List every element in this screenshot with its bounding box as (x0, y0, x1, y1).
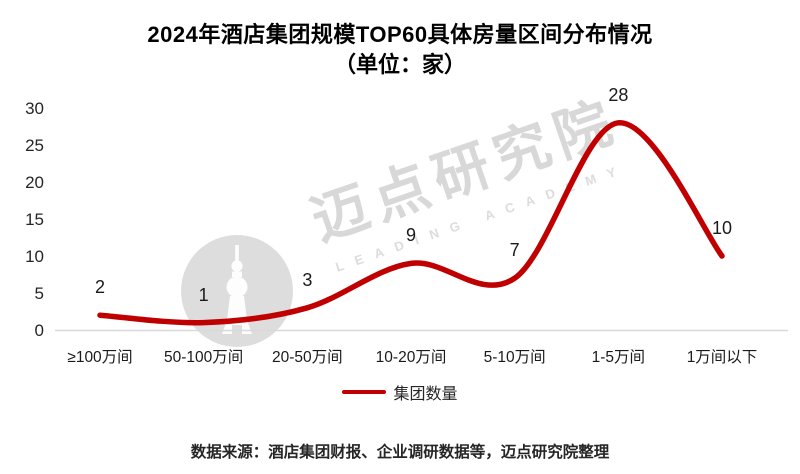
y-tick-label: 15 (25, 209, 44, 229)
data-label: 9 (405, 225, 416, 246)
series-line (97, 120, 725, 326)
chart-title: 2024年酒店集团规模TOP60具体房量区间分布情况 (147, 22, 653, 47)
data-label: 2 (94, 277, 105, 298)
x-axis-label: 20-50万间 (272, 349, 343, 366)
legend-label: 集团数量 (393, 386, 458, 403)
y-tick-label: 20 (25, 172, 44, 192)
x-axis-label: 5-10万间 (483, 349, 546, 366)
data-source: 数据来源：酒店集团财报、企业调研数据等，迈点研究院整理 (190, 444, 610, 461)
data-label: 7 (509, 240, 520, 261)
data-label: 1 (198, 284, 209, 305)
data-label: 10 (711, 218, 733, 238)
x-axis-label: 10-20万间 (375, 349, 447, 366)
x-axis-label: ≥100万间 (67, 349, 133, 366)
data-label: 28 (608, 84, 629, 105)
x-axis-label: 50-100万间 (164, 349, 244, 366)
y-tick-label: 0 (34, 320, 44, 340)
chart-subtitle: （单位：家） (333, 52, 466, 77)
y-tick-label: 30 (25, 98, 44, 118)
legend: 集团数量 (0, 382, 800, 403)
y-tick-label: 10 (25, 246, 44, 266)
legend-line-marker (342, 389, 387, 395)
y-tick-label: 25 (25, 135, 44, 155)
x-axis-label: 1-5万间 (591, 349, 646, 366)
y-tick-label: 5 (34, 283, 44, 303)
data-label: 3 (302, 269, 313, 290)
x-axis-label: 1万间以下 (686, 349, 758, 366)
